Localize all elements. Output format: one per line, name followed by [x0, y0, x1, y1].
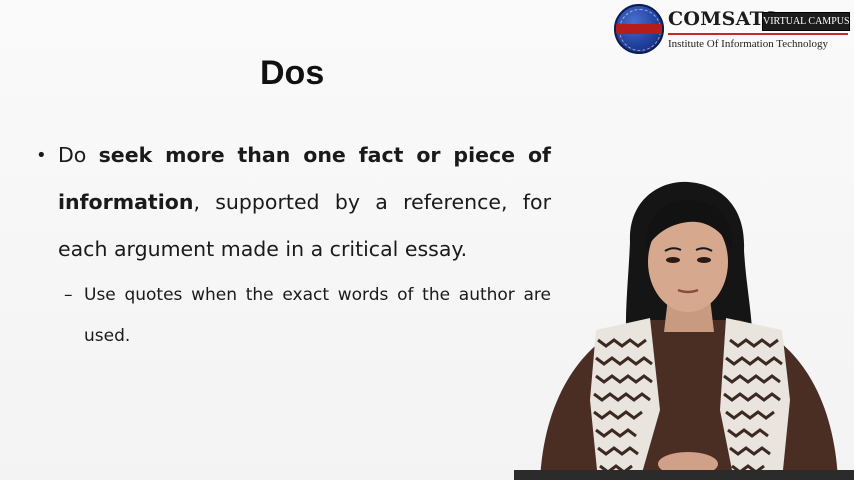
presenter-video — [520, 180, 854, 480]
bullet-dot-icon: • — [36, 145, 47, 166]
bullet-list: • Do seek more than one fact or piece of … — [36, 132, 551, 357]
bullet-text-part1: Do — [58, 143, 99, 167]
sub-bullet-dash-icon: – — [64, 285, 73, 305]
bullet-bold-text: seek more than one fact or piece of info… — [58, 143, 551, 214]
logo-divider — [668, 33, 848, 35]
logo-brand-text: COMSATS — [668, 8, 779, 30]
sub-bullet-item: – Use quotes when the exact words of the … — [36, 275, 551, 357]
desk-edge — [514, 470, 854, 480]
comsats-logo: COMSATS VIRTUAL CAMPUS Institute Of Info… — [614, 4, 850, 58]
slide-title: Dos — [260, 54, 325, 92]
logo-institute-text: Institute Of Information Technology — [668, 38, 829, 50]
bullet-item: • Do seek more than one fact or piece of … — [36, 132, 551, 273]
logo-campus-badge: VIRTUAL CAMPUS — [762, 12, 850, 31]
seal-band — [616, 24, 662, 34]
comsats-seal-icon — [614, 4, 664, 54]
bullet-text-part2: , supported by a reference, for each arg… — [58, 190, 551, 261]
presenter-figure — [540, 181, 838, 480]
sub-bullet-text: Use quotes when the exact words of the a… — [84, 285, 551, 346]
